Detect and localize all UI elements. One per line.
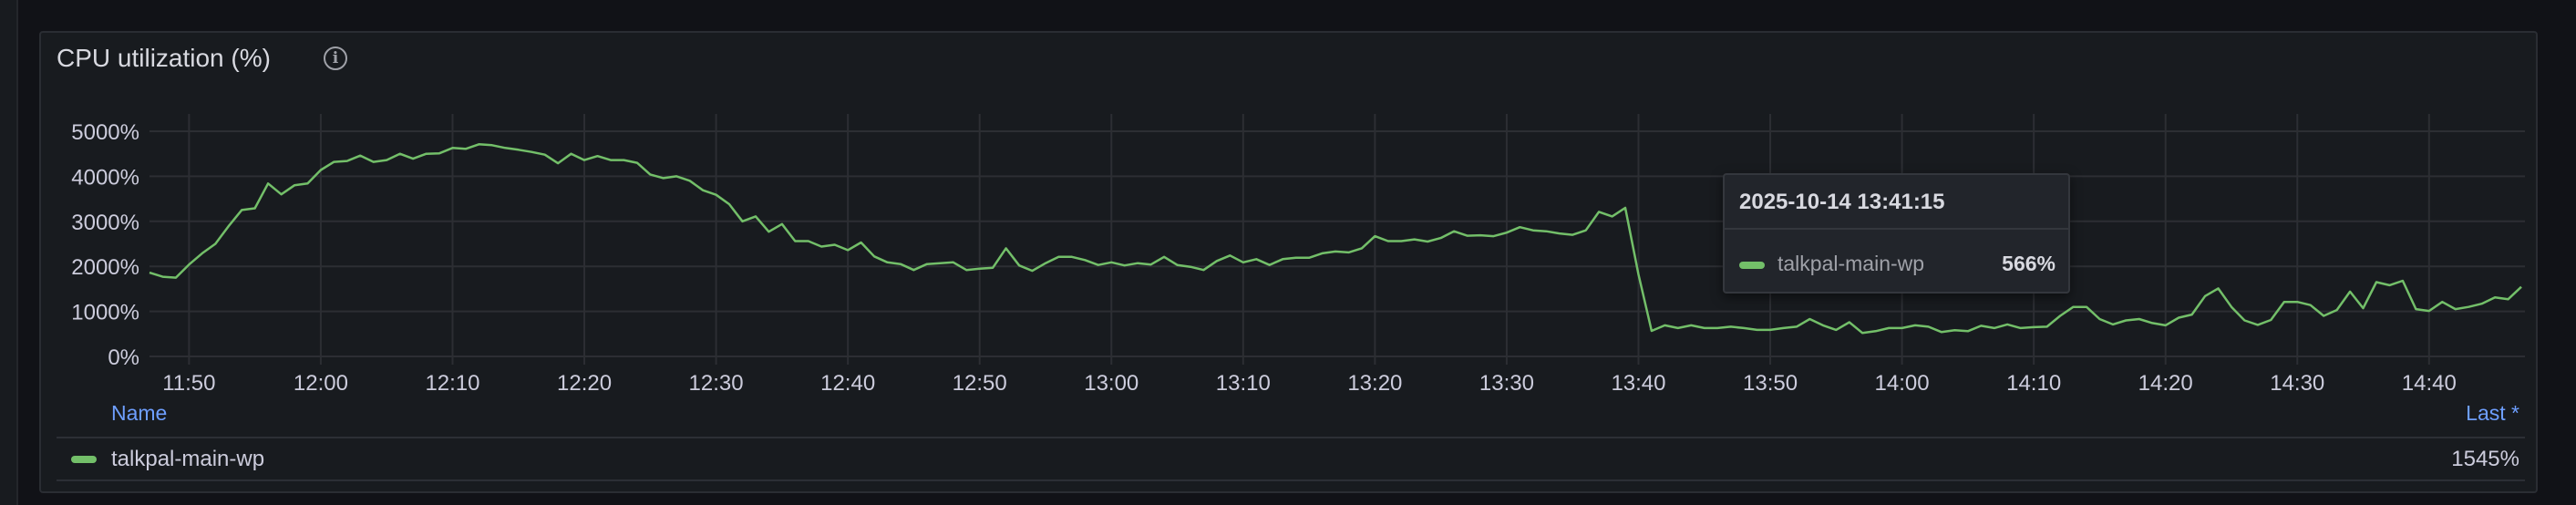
hover-tooltip: 2025-10-14 13:41:15 talkpal-main-wp 566% (1723, 173, 2070, 294)
y-tick-label: 3000% (71, 211, 139, 235)
x-tick-label: 12:10 (425, 371, 479, 396)
legend-row[interactable]: talkpal-main-wp 1545% (57, 439, 2525, 479)
x-tick-label: 12:40 (820, 371, 875, 396)
panel-title: CPU utilization (%) (57, 44, 271, 72)
x-tick-label: 13:00 (1084, 371, 1139, 396)
legend-series-name[interactable]: talkpal-main-wp (111, 447, 265, 471)
x-tick-label: 14:20 (2138, 371, 2193, 396)
legend-name-header[interactable]: Name (111, 401, 168, 425)
series-line[interactable] (149, 143, 2522, 335)
x-tick-label: 14:00 (1875, 371, 1930, 396)
x-tick-label: 12:30 (689, 371, 744, 396)
legend-divider (57, 479, 2525, 481)
x-tick-label: 13:20 (1347, 371, 1402, 396)
x-tick-label: 13:30 (1479, 371, 1534, 396)
tooltip-time: 2025-10-14 13:41:15 (1739, 190, 1945, 214)
x-tick-label: 12:20 (557, 371, 612, 396)
info-circle-icon[interactable]: i (324, 46, 347, 70)
adjacent-panel-edge (0, 0, 18, 505)
x-tick-label: 12:50 (953, 371, 1007, 396)
x-tick-label: 13:40 (1611, 371, 1665, 396)
y-tick-label: 0% (108, 345, 139, 370)
legend-last-header[interactable]: Last * (2466, 401, 2519, 425)
y-tick-label: 1000% (71, 301, 139, 325)
x-tick-label: 11:50 (162, 371, 215, 396)
cpu-utilization-panel (39, 31, 2538, 493)
x-tick-label: 13:50 (1743, 371, 1798, 396)
tooltip-series-value: 566% (2002, 252, 2056, 275)
x-tick-label: 14:10 (2006, 371, 2061, 396)
legend-series-last: 1545% (2451, 447, 2519, 471)
x-tick-label: 14:30 (2270, 371, 2324, 396)
x-tick-label: 14:40 (2402, 371, 2457, 396)
legend-divider (57, 437, 2525, 438)
series-color-swatch (71, 456, 97, 463)
y-tick-label: 2000% (71, 255, 139, 280)
x-tick-label: 12:00 (294, 371, 348, 396)
tooltip-series-swatch (1739, 262, 1765, 269)
y-tick-label: 4000% (71, 165, 139, 190)
tooltip-series-name: talkpal-main-wp (1777, 252, 1925, 275)
x-tick-label: 13:10 (1216, 371, 1271, 396)
tooltip-divider (1725, 228, 2068, 230)
y-tick-label: 5000% (71, 120, 139, 145)
